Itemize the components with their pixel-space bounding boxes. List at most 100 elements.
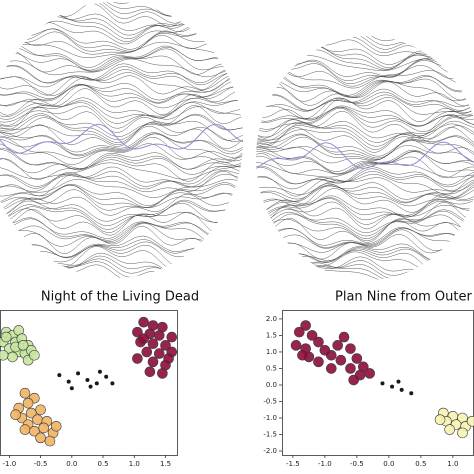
contour-line: [0, 13, 243, 40]
point: [17, 340, 29, 351]
contour-line: [256, 111, 474, 139]
contour-line: [0, 72, 243, 96]
point: [466, 416, 474, 427]
contour-line: [0, 162, 243, 180]
contour-line: [256, 40, 474, 68]
contour-line: [0, 199, 243, 227]
point: [332, 340, 343, 351]
point: [0, 349, 9, 361]
point: [297, 349, 308, 361]
contour-line: [0, 113, 243, 141]
contour-line: [256, 48, 474, 71]
contour-line: [0, 184, 243, 212]
contour-line: [0, 102, 243, 126]
contour-line: [0, 97, 243, 120]
contour-line: [0, 83, 243, 107]
contour-line: [256, 70, 474, 98]
contour-line: [256, 256, 474, 277]
contour-line: [0, 203, 243, 230]
contour-line: [0, 117, 243, 143]
contour-line: [256, 120, 474, 142]
contour-line: [0, 122, 243, 146]
x-tick-label: -1.0: [318, 460, 332, 468]
contour-line: [256, 107, 474, 132]
point: [325, 349, 337, 361]
contour-line: [0, 149, 243, 170]
contour-line: [0, 208, 243, 233]
contour-line: [0, 172, 243, 192]
contour-line: [256, 218, 474, 242]
contour-line: [256, 162, 474, 178]
contour-line: [0, 156, 243, 175]
contour-line: [256, 227, 474, 254]
contour-line: [256, 208, 474, 237]
contour-line: [0, 258, 243, 278]
point: [94, 381, 99, 386]
contour-line: [0, 28, 243, 50]
contour-line: [256, 256, 474, 279]
contour-line: [0, 41, 243, 59]
contour-line: [256, 197, 474, 218]
contour-line: [0, 105, 243, 129]
contour-line: [0, 137, 243, 160]
contour-line: [0, 88, 243, 116]
point: [132, 353, 143, 364]
contour-line: [0, 50, 243, 75]
x-tick-label: -0.5: [350, 460, 364, 468]
y-tick-label: -1.0: [263, 414, 277, 422]
contour-line: [0, 225, 243, 254]
contour-line: [256, 213, 474, 239]
contour-line: [0, 244, 243, 267]
contour-line: [0, 179, 243, 198]
contour-line: [256, 260, 474, 280]
contour-line: [0, 182, 243, 208]
contour-line: [256, 127, 474, 153]
point: [163, 353, 174, 364]
x-tick-label: -0.5: [34, 460, 48, 468]
y-tick-label: 1.0: [266, 348, 277, 356]
contour-line: [0, 217, 243, 241]
contour-line: [0, 158, 243, 182]
point: [335, 354, 347, 366]
contour-line: [0, 28, 243, 52]
contour-line: [256, 251, 474, 273]
point: [160, 340, 171, 351]
contour-line: [256, 201, 474, 225]
point: [97, 369, 102, 374]
contour-line: [0, 171, 243, 197]
scatter-plot: Night of the Living Dead -1.0 -0.5 0.0 0.5 1.…: [0, 290, 199, 468]
point: [153, 348, 165, 359]
highlight-line: [0, 123, 243, 154]
point: [325, 363, 337, 374]
contour-line: [256, 165, 474, 186]
contour-line: [256, 198, 474, 224]
y-tick-label: 0.5: [266, 364, 277, 372]
contour-line: [0, 259, 243, 278]
point: [313, 356, 324, 368]
contour-line: [0, 48, 243, 72]
contour-line: [0, 133, 243, 160]
y-tick-label: 0.0: [266, 381, 277, 389]
x-tick-label: 0.5: [415, 460, 426, 468]
point: [457, 427, 468, 439]
point: [409, 391, 414, 396]
point: [338, 331, 350, 343]
point: [25, 407, 37, 419]
contour-line: [256, 234, 474, 260]
point: [364, 368, 375, 379]
x-tick-label: 0.5: [97, 460, 108, 468]
y-tick-label: 1.5: [266, 331, 277, 339]
point: [141, 346, 153, 358]
point: [22, 397, 34, 409]
contour-line: [256, 178, 474, 203]
y-tick-label: -1.5: [263, 431, 277, 439]
contour-line: [256, 78, 474, 101]
point: [348, 374, 359, 386]
contour-line: [256, 133, 474, 159]
contour-line: [256, 147, 474, 175]
y-tick-label: -0.5: [263, 397, 277, 405]
contour-line: [256, 210, 474, 233]
chart-title: Plan Nine from Outer S: [335, 290, 474, 305]
contour-line: [256, 139, 474, 161]
point: [35, 404, 46, 416]
